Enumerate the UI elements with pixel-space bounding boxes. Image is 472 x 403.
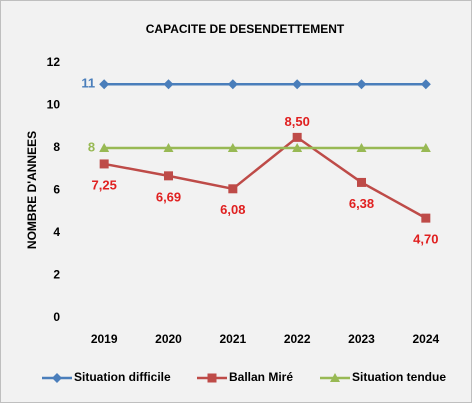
- y-tick-label: 8: [53, 140, 60, 154]
- point: [356, 79, 367, 90]
- point: [163, 143, 174, 152]
- point: [99, 79, 110, 90]
- data-label: 4,70: [413, 232, 438, 247]
- chart-title: CAPACITE DE DESENDETTEMENT: [146, 22, 345, 36]
- point: [356, 143, 367, 152]
- data-label: 6,69: [156, 189, 181, 204]
- point: [420, 79, 431, 90]
- legend-label: Ballan Miré: [229, 370, 293, 384]
- y-tick-label: 6: [53, 183, 60, 197]
- legend-label: Situation tendue: [352, 370, 446, 384]
- data-label: 6,08: [220, 202, 245, 217]
- y-tick-label: 2: [53, 268, 60, 282]
- point: [227, 79, 238, 90]
- y-tick-label: 4: [53, 225, 60, 239]
- x-tick-label: 2024: [412, 332, 439, 346]
- x-tick-label: 2020: [155, 332, 182, 346]
- data-label: 11: [81, 76, 95, 91]
- y-axis-label: NOMBRE D'ANNEES: [25, 131, 39, 249]
- legend-marker: [52, 373, 62, 383]
- point: [292, 79, 303, 90]
- y-tick-label: 0: [53, 310, 60, 324]
- point: [99, 143, 110, 152]
- y-tick-label: 12: [47, 55, 61, 69]
- point: [227, 143, 238, 152]
- y-tick-label: 10: [47, 98, 61, 112]
- point: [421, 213, 431, 223]
- x-tick-label: 2021: [219, 332, 246, 346]
- series-line: [103, 135, 427, 220]
- data-label: 7,25: [92, 177, 117, 192]
- point: [99, 159, 109, 169]
- legend-marker: [330, 373, 340, 382]
- legend-label: Situation difficile: [74, 370, 171, 384]
- x-tick-label: 2022: [284, 332, 311, 346]
- x-tick-label: 2023: [348, 332, 375, 346]
- point: [292, 143, 303, 152]
- data-label: 8: [88, 139, 95, 154]
- point: [228, 184, 238, 194]
- legend-marker: [207, 373, 217, 383]
- data-label: 8,50: [285, 114, 310, 129]
- point: [163, 79, 174, 90]
- x-tick-label: 2019: [91, 332, 118, 346]
- point: [292, 132, 302, 142]
- point: [164, 171, 173, 181]
- data-label: 6,38: [349, 196, 374, 211]
- point: [420, 143, 431, 152]
- point: [357, 177, 366, 187]
